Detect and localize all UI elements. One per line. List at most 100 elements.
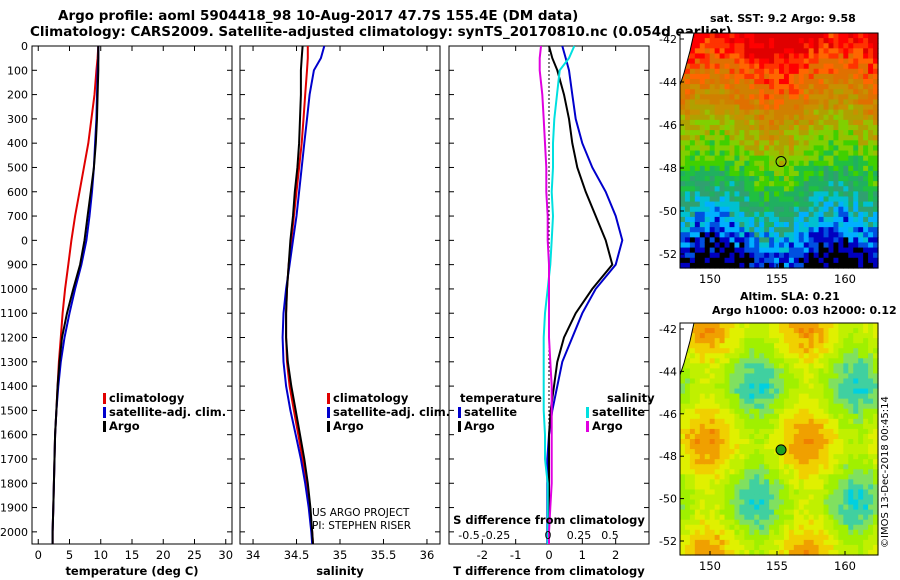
x-tick-label: 0 xyxy=(545,548,552,562)
sdiff-legend-label: Argo xyxy=(592,419,623,433)
x-tick-label: -1 xyxy=(510,548,521,562)
s-diff-satellite-series xyxy=(542,45,576,544)
salinity-series-argo xyxy=(285,45,314,545)
y-tick-label: 1200 xyxy=(0,332,28,345)
pi-annotation: PI: STEPHEN RISER xyxy=(312,520,411,532)
lat-tick-label: -42 xyxy=(659,33,677,46)
y-tick-label: 1600 xyxy=(0,429,28,442)
lon-tick-label: 150 xyxy=(699,559,721,573)
x-tick-label: 34.5 xyxy=(284,548,310,562)
x-tick-label: 25 xyxy=(187,548,202,562)
y-tick-label: 300 xyxy=(7,113,28,126)
tdiff-legend-swatch xyxy=(458,407,461,418)
x-tick-label: 10 xyxy=(93,548,108,562)
y-tick-label: 100 xyxy=(7,64,28,77)
y-tick-label: 900 xyxy=(7,259,28,272)
temperature-legend-label: Argo xyxy=(109,419,140,433)
tdiff-legend-label: satellite xyxy=(464,405,517,419)
lon-tick-label: 160 xyxy=(834,272,856,286)
s-diff-tick-label: 0.5 xyxy=(601,529,619,542)
salinity-legend-label: climatology xyxy=(333,391,409,405)
y-tick-label: 1700 xyxy=(0,453,28,466)
y-tick-label: 1000 xyxy=(0,283,28,296)
x-tick-label: 36 xyxy=(420,548,435,562)
x-tick-label: 5 xyxy=(66,548,73,562)
y-tick-label: 2000 xyxy=(0,526,28,539)
salinity-legend-label: satellite-adj. clim. xyxy=(333,405,450,419)
temperature-legend-label: climatology xyxy=(109,391,185,405)
x-tick-label: 20 xyxy=(156,548,171,562)
tdiff-legend-label: Argo xyxy=(464,419,495,433)
plot-title-line2: Climatology: CARS2009. Satellite-adjuste… xyxy=(30,24,732,40)
lon-tick-label: 150 xyxy=(699,272,721,286)
lat-tick-label: -48 xyxy=(659,450,677,463)
sdiff-legend-swatch xyxy=(586,421,589,432)
sla-map-subtitle: Argo h1000: 0.03 h2000: 0.12 xyxy=(712,304,897,317)
y-tick-label: 1800 xyxy=(0,477,28,490)
tdiff-legend-swatch xyxy=(458,421,461,432)
t-diff-argo-series xyxy=(548,45,614,544)
lat-tick-label: -52 xyxy=(659,535,677,548)
x-axis-label: salinity xyxy=(316,564,364,578)
sst-map xyxy=(680,33,879,269)
lat-tick-label: -50 xyxy=(659,493,677,506)
lon-tick-label: 155 xyxy=(766,559,788,573)
x-tick-label: 1 xyxy=(579,548,586,562)
y-tick-label: 0 xyxy=(21,234,28,247)
y-tick-label: 1500 xyxy=(0,404,28,417)
panel-1-frame xyxy=(31,45,233,545)
sla-map-title: Altim. SLA: 0.21 xyxy=(740,290,840,303)
y-tick-label: 500 xyxy=(7,161,28,174)
lat-tick-label: -44 xyxy=(659,365,677,378)
sdiff-legend-swatch xyxy=(586,407,589,418)
s-diff-tick-label: -0.5 xyxy=(458,529,479,542)
lat-tick-label: -42 xyxy=(659,323,677,336)
y-tick-label: 1400 xyxy=(0,380,28,393)
temperature-legend-title: temperature xyxy=(460,391,542,405)
s-diff-tick-label: -0.25 xyxy=(482,529,510,542)
y-tick-label: 400 xyxy=(7,137,28,150)
y-tick-label: 1300 xyxy=(0,356,28,369)
x-tick-label: 2 xyxy=(612,548,619,562)
s-diff-axis-label: S difference from climatology xyxy=(453,513,645,527)
temperature-series-argo xyxy=(51,46,100,544)
salinity-legend-swatch xyxy=(327,393,330,404)
temperature-legend-swatch xyxy=(103,421,106,432)
t-diff-satellite-series xyxy=(546,45,624,544)
s-diff-argo-series xyxy=(538,45,553,544)
project-annotation: US ARGO PROJECT xyxy=(312,507,410,519)
argo-float-marker xyxy=(775,156,787,168)
x-tick-label: 34 xyxy=(246,548,261,562)
lon-tick-label: 155 xyxy=(766,272,788,286)
temperature-legend-swatch xyxy=(103,407,106,418)
y-tick-label: 600 xyxy=(7,186,28,199)
lat-tick-label: -46 xyxy=(659,119,677,132)
salinity-legend-label: Argo xyxy=(333,419,364,433)
salinity-legend-swatch xyxy=(327,407,330,418)
lon-tick-label: 160 xyxy=(834,559,856,573)
y-tick-label: 1900 xyxy=(0,502,28,515)
y-tick-label: 200 xyxy=(7,89,28,102)
panel-2-frame xyxy=(239,45,441,545)
sla-map-frame xyxy=(679,322,879,556)
x-tick-label: 35.5 xyxy=(371,548,397,562)
x-axis-label: T difference from climatology xyxy=(453,564,645,578)
plot-title-line1: Argo profile: aoml 5904418_98 10-Aug-201… xyxy=(58,8,579,24)
x-tick-label: 30 xyxy=(218,548,233,562)
sst-map-frame xyxy=(679,32,879,269)
temperature-legend-label: satellite-adj. clim. xyxy=(109,405,226,419)
sdiff-legend-label: satellite xyxy=(592,405,645,419)
sla-map xyxy=(680,323,879,556)
x-tick-label: -2 xyxy=(477,548,488,562)
lat-tick-label: -52 xyxy=(659,248,677,261)
salinity-legend-swatch xyxy=(327,421,330,432)
x-tick-label: 35 xyxy=(333,548,348,562)
x-axis-label: temperature (deg C) xyxy=(65,564,198,578)
lat-tick-label: -46 xyxy=(659,408,677,421)
lat-tick-label: -48 xyxy=(659,162,677,175)
s-diff-tick-label: 0.25 xyxy=(567,529,592,542)
argo-float-marker xyxy=(775,444,787,456)
temperature-legend-swatch xyxy=(103,393,106,404)
s-diff-tick-label: 0 xyxy=(545,529,552,542)
